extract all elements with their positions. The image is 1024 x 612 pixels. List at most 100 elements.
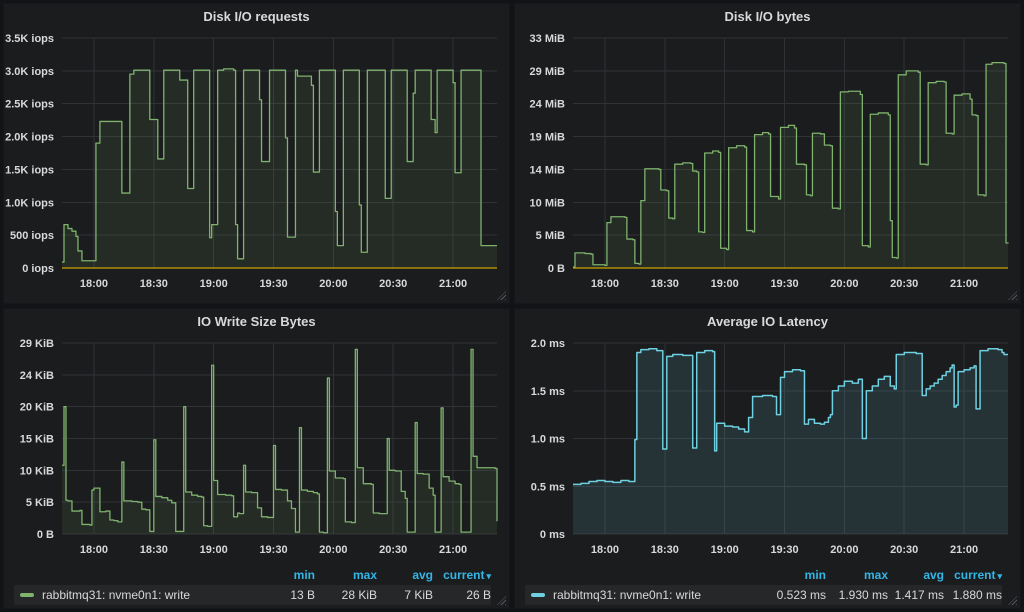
legend-sort-current[interactable]: current ▾ <box>433 568 491 582</box>
svg-text:18:30: 18:30 <box>140 544 168 556</box>
svg-text:3.0K iops: 3.0K iops <box>5 66 54 78</box>
svg-text:0.5 ms: 0.5 ms <box>531 481 565 493</box>
legend-sort-current-label: current <box>443 567 485 582</box>
panel-resize-handle-icon[interactable] <box>497 291 506 300</box>
svg-text:21:00: 21:00 <box>439 278 467 290</box>
svg-text:2.0K iops: 2.0K iops <box>5 132 54 144</box>
panel-disk-io-requests: Disk I/O requests 0 iops 500 iops 1.0K iop… <box>4 4 509 303</box>
svg-text:20:00: 20:00 <box>830 278 858 290</box>
svg-text:0 ms: 0 ms <box>540 529 565 541</box>
series-color-swatch[interactable] <box>20 593 34 597</box>
chart-io-write-size-bytes[interactable]: 0 B 5 KiB 10 KiB 15 KiB 20 KiB 24 KiB 29 KiB 18… <box>4 335 509 564</box>
svg-text:1.0K iops: 1.0K iops <box>5 197 54 209</box>
panel-average-io-latency: Average IO Latency 0 ms 0.5 ms 1.0 ms 1.5 m… <box>515 309 1020 608</box>
legend-value-max: 28 KiB <box>341 588 377 602</box>
svg-text:18:00: 18:00 <box>591 278 619 290</box>
svg-text:20:30: 20:30 <box>379 278 407 290</box>
svg-text:19:30: 19:30 <box>770 544 798 556</box>
legend-value-avg: 1.417 ms <box>894 588 944 602</box>
panel-title-disk-io-bytes[interactable]: Disk I/O bytes <box>724 9 811 24</box>
svg-text:24 MiB: 24 MiB <box>530 99 566 111</box>
legend-sort-avg[interactable]: avg <box>412 567 433 582</box>
svg-text:1.5K iops: 1.5K iops <box>5 164 54 176</box>
legend-value-current: 26 B <box>466 588 491 602</box>
chart-disk-io-bytes[interactable]: 0 B 5 MiB 10 MiB 14 MiB 19 MiB 24 MiB 29 MiB 33… <box>515 30 1020 300</box>
chart-average-io-latency[interactable]: 0 ms 0.5 ms 1.0 ms 1.5 ms 2.0 ms 18:00 18:30 19… <box>515 335 1020 564</box>
sort-caret-icon: ▾ <box>997 570 1002 581</box>
svg-text:21:00: 21:00 <box>950 544 978 556</box>
svg-text:2.0 ms: 2.0 ms <box>531 338 565 350</box>
svg-text:15 KiB: 15 KiB <box>20 434 54 446</box>
panel-resize-handle-icon[interactable] <box>497 596 506 605</box>
panel-title-io-write-size-bytes[interactable]: IO Write Size Bytes <box>197 314 316 329</box>
series-color-swatch[interactable] <box>531 593 545 597</box>
svg-text:19:30: 19:30 <box>259 544 287 556</box>
legend-series-row: rabbitmq31: nvme0n1: write 13 B 28 KiB 7… <box>14 585 491 605</box>
svg-text:20:30: 20:30 <box>890 278 918 290</box>
svg-text:18:30: 18:30 <box>651 278 679 290</box>
svg-text:29 KiB: 29 KiB <box>20 338 54 350</box>
svg-text:20 KiB: 20 KiB <box>20 402 54 414</box>
svg-text:19:00: 19:00 <box>711 278 739 290</box>
legend-sort-current[interactable]: current ▾ <box>944 568 1002 582</box>
legend-header-row: min max avg current ▾ <box>525 566 1002 583</box>
legend-value-current: 1.880 ms <box>952 588 1002 602</box>
svg-text:21:00: 21:00 <box>439 544 467 556</box>
svg-text:10 MiB: 10 MiB <box>530 197 566 209</box>
svg-text:20:00: 20:00 <box>319 544 347 556</box>
svg-text:18:30: 18:30 <box>140 278 168 290</box>
svg-text:10 KiB: 10 KiB <box>20 465 54 477</box>
legend-series-name[interactable]: rabbitmq31: nvme0n1: write <box>553 588 702 602</box>
legend-value-min: 0.523 ms <box>776 588 826 602</box>
svg-text:24 KiB: 24 KiB <box>20 370 54 382</box>
svg-text:500 iops: 500 iops <box>10 230 54 242</box>
legend-sort-max[interactable]: max <box>352 567 377 582</box>
legend-series-name[interactable]: rabbitmq31: nvme0n1: write <box>42 588 191 602</box>
svg-text:21:00: 21:00 <box>950 278 978 290</box>
svg-text:18:30: 18:30 <box>651 544 679 556</box>
svg-text:14 MiB: 14 MiB <box>530 164 566 176</box>
svg-text:19:30: 19:30 <box>770 278 798 290</box>
svg-text:20:00: 20:00 <box>319 278 347 290</box>
legend-series-row: rabbitmq31: nvme0n1: write 0.523 ms 1.93… <box>525 585 1002 605</box>
svg-text:5 MiB: 5 MiB <box>536 230 565 242</box>
svg-text:19:30: 19:30 <box>259 278 287 290</box>
legend-header-row: min max avg current ▾ <box>14 566 491 583</box>
svg-text:2.5K iops: 2.5K iops <box>5 99 54 111</box>
panel-title-disk-io-requests[interactable]: Disk I/O requests <box>203 9 310 24</box>
svg-text:5 KiB: 5 KiB <box>26 497 54 509</box>
svg-text:19 MiB: 19 MiB <box>530 132 566 144</box>
legend-average-io-latency: min max avg current ▾ rabbitmq31: nvme0n1… <box>515 564 1020 608</box>
svg-text:1.0 ms: 1.0 ms <box>531 434 565 446</box>
svg-text:19:00: 19:00 <box>200 544 228 556</box>
svg-text:18:00: 18:00 <box>80 278 108 290</box>
panel-resize-handle-icon[interactable] <box>1008 596 1017 605</box>
svg-text:20:00: 20:00 <box>830 544 858 556</box>
legend-sort-current-label: current <box>954 567 996 582</box>
legend-value-min: 13 B <box>290 588 315 602</box>
legend-sort-min[interactable]: min <box>293 567 315 582</box>
legend-sort-max[interactable]: max <box>863 567 888 582</box>
svg-text:29 MiB: 29 MiB <box>530 66 566 78</box>
svg-text:1.5 ms: 1.5 ms <box>531 386 565 398</box>
legend-value-avg: 7 KiB <box>404 588 433 602</box>
chart-disk-io-requests[interactable]: 0 iops 500 iops 1.0K iops 1.5K iops 2.0K iop… <box>4 30 509 300</box>
legend-io-write-size: min max avg current ▾ rabbitmq31: nvme0n1… <box>4 564 509 608</box>
panel-title-average-io-latency[interactable]: Average IO Latency <box>707 314 828 329</box>
panel-resize-handle-icon[interactable] <box>1008 291 1017 300</box>
svg-text:18:00: 18:00 <box>80 544 108 556</box>
svg-text:19:00: 19:00 <box>200 278 228 290</box>
svg-text:19:00: 19:00 <box>711 544 739 556</box>
svg-text:20:30: 20:30 <box>379 544 407 556</box>
panel-io-write-size-bytes: IO Write Size Bytes 0 B 5 KiB 10 KiB 15 KiB… <box>4 309 509 608</box>
svg-text:0 iops: 0 iops <box>22 263 54 275</box>
svg-text:3.5K iops: 3.5K iops <box>5 33 54 45</box>
legend-value-max: 1.930 ms <box>838 588 888 602</box>
svg-text:0 B: 0 B <box>37 529 54 541</box>
svg-text:33 MiB: 33 MiB <box>530 33 566 45</box>
svg-text:0 B: 0 B <box>548 263 565 275</box>
panel-disk-io-bytes: Disk I/O bytes 0 B 5 MiB 10 MiB 14 MiB 19 Mi… <box>515 4 1020 303</box>
legend-sort-min[interactable]: min <box>804 567 826 582</box>
legend-sort-avg[interactable]: avg <box>923 567 944 582</box>
